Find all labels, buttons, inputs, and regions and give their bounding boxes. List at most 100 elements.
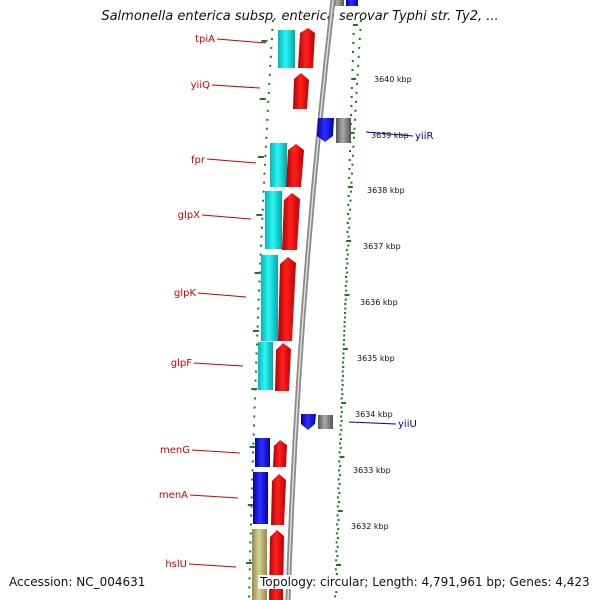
cds-glpK [278,257,296,341]
ruler-tick [347,195,350,197]
ruler-tick [347,186,353,188]
gene-label-glpX: glpX [178,210,200,221]
ruler-tick [340,438,343,440]
ruler-tick [338,483,341,485]
ruler-tick [348,150,351,152]
ruler-tick [343,321,346,323]
ruler-tick [344,285,347,287]
ruler-tick [252,330,259,332]
ruler-label: 3633 kbp [353,466,391,475]
ruler-tick [345,267,348,269]
ruler-tick [341,393,344,395]
ruler-tick [340,411,343,413]
ruler-tick [343,339,346,341]
ruler-tick [256,214,263,216]
ruler-tick [259,98,266,100]
ruler-label: 3634 kbp [355,410,393,419]
cog-bar-menG [255,438,270,467]
ruler-tick [341,402,347,404]
ruler-tick [340,429,343,431]
ruler-tick [348,177,351,179]
left-gene-labels: tpiA yiiQ fpr glpX glpK glpF menG menA h… [159,34,267,570]
ruler-tick [351,78,357,80]
ruler-tick [349,132,355,134]
gene-label-menA: menA [159,490,188,501]
ruler-tick [341,375,344,377]
ruler-tick [247,504,254,506]
cds-glpX [282,193,300,250]
genome-summary: Topology: circular; Length: 4,791,961 bp… [258,575,592,589]
ruler-tick [336,564,342,566]
ruler-tick [342,357,345,359]
ruler-tick [254,272,261,274]
ruler-tick [351,60,354,62]
gene-label-yiiU: yiiU [398,419,417,430]
ruler-tick [345,276,348,278]
ruler-label: 3635 kbp [357,354,395,363]
gene-features [252,28,351,600]
ruler-tick [351,69,354,71]
gene-label-tpiA: tpiA [195,34,215,45]
cds-fpr [286,144,304,187]
ruler-tick [341,384,344,386]
ruler-tick [346,240,352,242]
length-text: Length: 4,791,961 bp; [372,575,506,589]
ruler-tick [347,204,350,206]
ruler-tick [345,258,348,260]
ruler-label: 3637 kbp [363,242,401,251]
leader-line [206,158,257,164]
ruler-tick [346,231,349,233]
accession-label: Accession: NC_004631 [9,575,146,589]
cds-hslU [269,530,284,600]
gene-label-glpK: glpK [174,288,196,299]
cds-tpiA [298,28,315,68]
leader-line [197,292,247,298]
gene-count-text: Genes: 4,423 [509,575,590,589]
gray-cds-yiiU [318,415,333,429]
ruler-tick [335,573,338,575]
cog-bar-menA [253,472,268,524]
leader-line [191,449,241,454]
ruler-tick [352,33,355,35]
top-gene-fragment [332,0,344,6]
leader-line [193,362,244,367]
ruler-tick [348,159,351,161]
leader-line [365,131,414,137]
ruler-tick [337,528,340,530]
topology-text: Topology: circular; [260,575,369,589]
ruler-tick [342,348,348,350]
ruler-tick [348,168,351,170]
cog-bar-glpF [258,342,273,390]
ruler-labels: 3640 kbp 3639 kbp 3638 kbp 3637 kbp 3636… [351,75,412,531]
ruler-tick [350,105,353,107]
map-title: Salmonella enterica subsp. enterica sero… [101,9,499,24]
leader-line [189,494,239,499]
ruler-tick [338,501,341,503]
ruler-tick [344,303,347,305]
ruler-tick [352,51,355,53]
ruler-tick [343,330,346,332]
cog-bar-fpr [270,143,287,187]
ruler-tick [343,312,346,314]
cog-bar-glpX [265,191,282,249]
gray-cds-yiiR [336,118,351,143]
cog-bar-glpK [261,255,278,341]
ruler-tick [339,456,345,458]
genome-backbone-highlight [287,0,334,600]
leader-line [201,214,252,220]
ruler-tick [338,492,341,494]
ruler-tick [352,42,355,44]
leader-line [188,563,237,568]
top-gene-fragment [346,0,358,6]
gene-label-fpr: fpr [191,155,206,166]
ruler-tick [251,388,258,390]
cds-menG [273,440,287,467]
leader-line [211,84,261,89]
cog-bar-hslU [252,529,267,600]
ruler-tick [339,447,342,449]
leader-line [216,38,267,44]
ruler-tick [336,555,339,557]
ruler-tick [338,474,341,476]
ruler-label: 3639 kbp [371,131,409,140]
ruler-tick [350,87,353,89]
